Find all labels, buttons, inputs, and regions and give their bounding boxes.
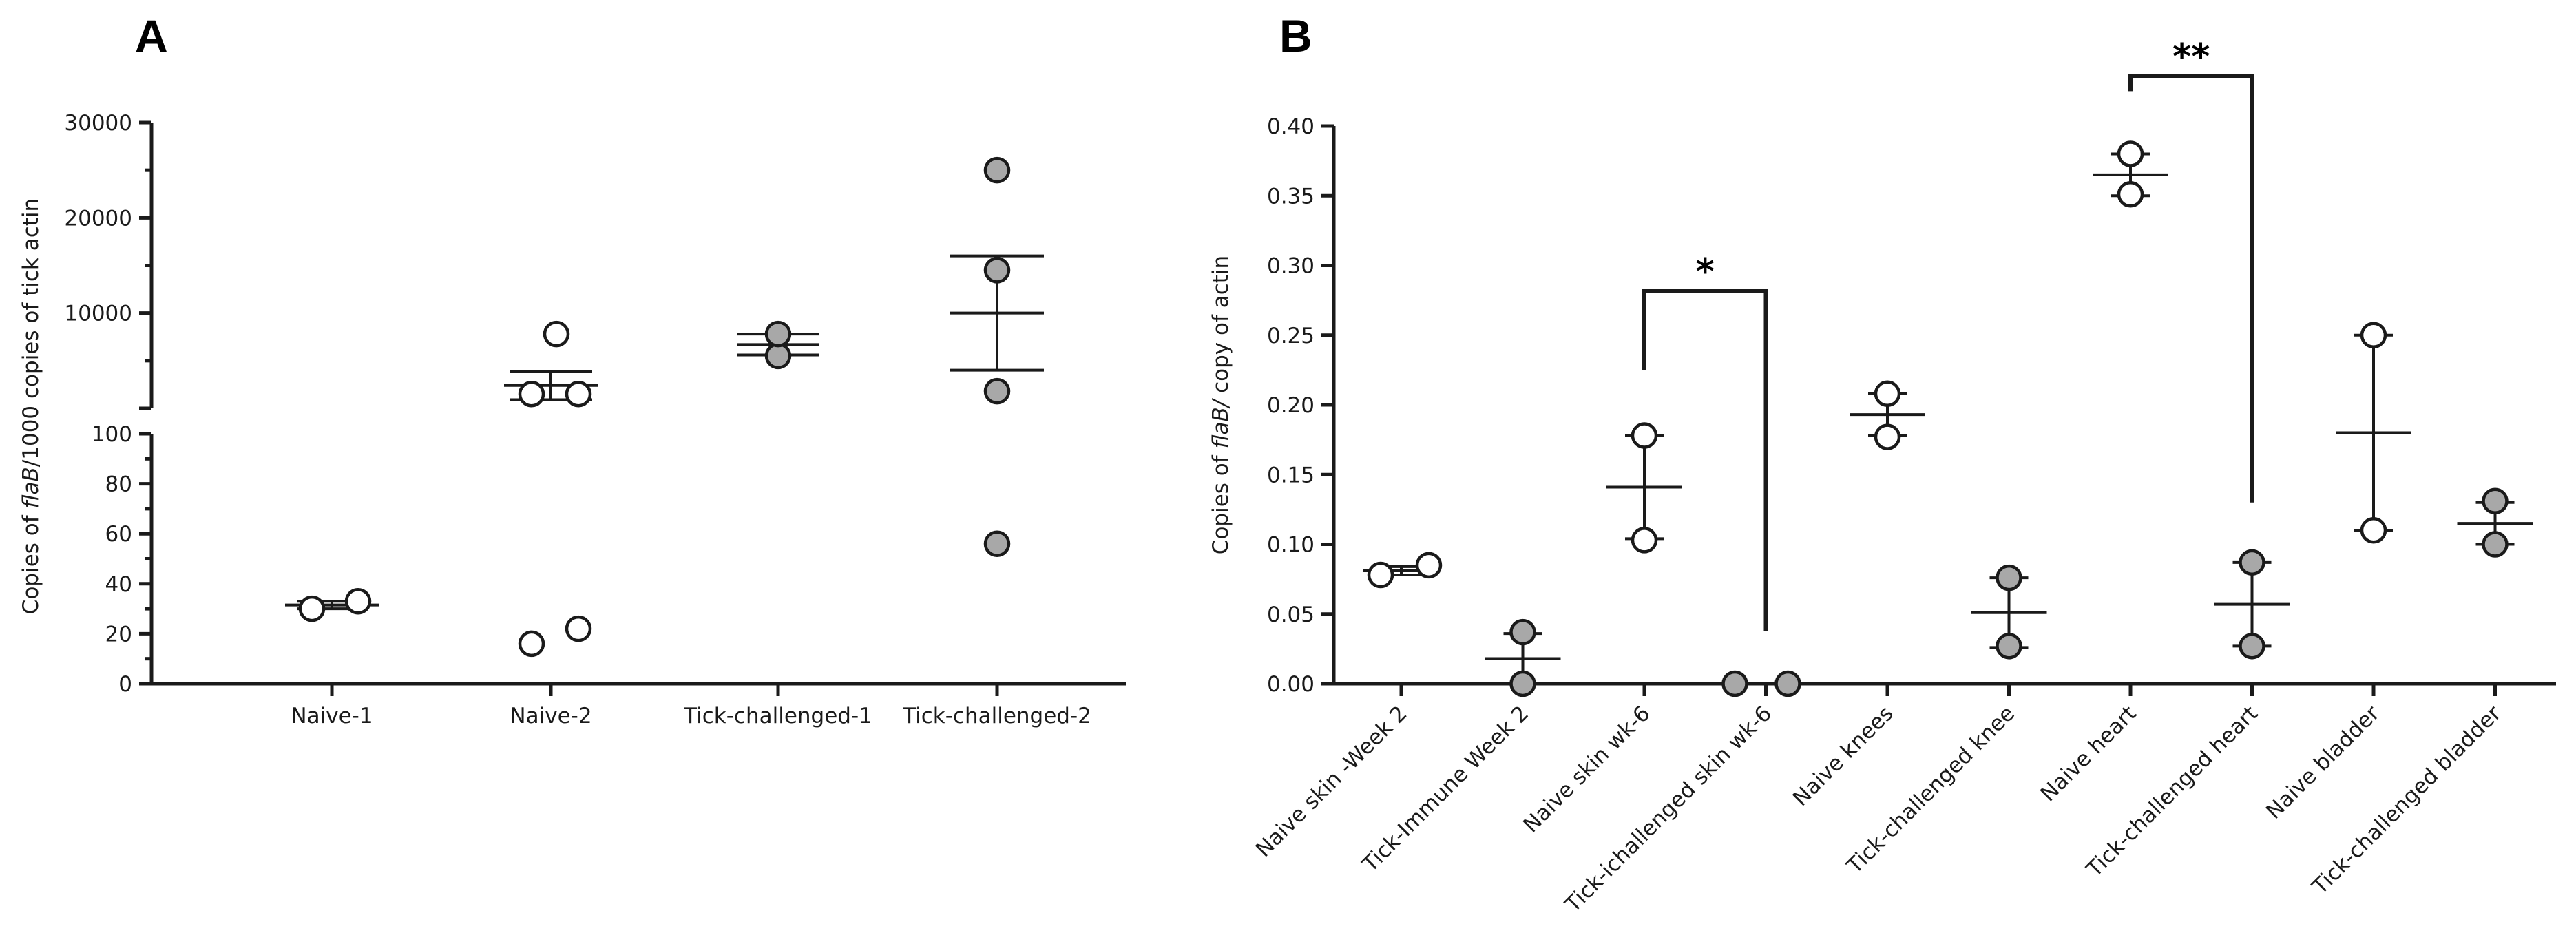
y-tick-label: 0.30: [1267, 254, 1315, 279]
y-axis-title-part: Copies of: [1208, 448, 1233, 554]
x-tick-label: Naive-2: [510, 704, 591, 728]
y-axis-title-part: flaB: [19, 467, 43, 508]
naive-heart-point: [2117, 140, 2144, 167]
naive-skin-wk-6-point: [1631, 422, 1658, 449]
x-tick-label: Naive bladder: [2261, 701, 2385, 824]
tick-challenged-heart-point: [2239, 633, 2265, 660]
y-tick-label: 80: [105, 472, 132, 497]
tick-challenged-2-point: [983, 257, 1011, 284]
y-tick-label: 60: [105, 522, 132, 547]
y-axis-title-part: /1000 copies of tick actin: [19, 198, 43, 467]
chart-b: 0.00 0.05 0.10 0.15 0.20 0.25 0.30 0.35 0.40 Naiv…: [1208, 36, 2556, 918]
tick-challenged-bladder-point: [2482, 487, 2509, 514]
tick-ichallenged-skin-wk-6-point: [1774, 670, 1801, 697]
y-tick-label: 0.15: [1267, 463, 1315, 487]
x-tick-label: Naive skin wk-6: [1518, 701, 1655, 837]
tick-ichallenged-skin-wk-6-point: [1721, 670, 1748, 697]
tick-immune-week-2-point: [1509, 670, 1536, 697]
y-tick-label: 20: [105, 622, 132, 647]
significance-label: *: [1696, 251, 1715, 293]
y-tick-label: 0.10: [1267, 533, 1315, 558]
x-tick-label: Tick-challenged-2: [902, 704, 1091, 728]
tick-challenged-1-point: [764, 342, 792, 370]
y-tick-label: 40: [105, 572, 132, 597]
tick-challenged-knee-point: [1996, 633, 2022, 660]
significance-label: **: [2172, 36, 2210, 78]
naive-heart-point: [2117, 180, 2144, 208]
naive-bladder-point: [2360, 322, 2387, 348]
naive-bladder-point: [2360, 517, 2387, 544]
tick-challenged-heart-point: [2239, 549, 2265, 576]
tick-challenged-2-point: [983, 156, 1011, 184]
y-tick-label: 0.40: [1267, 114, 1315, 139]
y-axis-title: Copies of flaB/ copy of actin: [1208, 255, 1233, 554]
naive-knees-point: [1874, 380, 1901, 408]
y-axis-title: Copies of flaB/1000 copies of tick actin: [19, 198, 43, 614]
naive-1-point: [344, 587, 372, 615]
y-tick-label: 0.00: [1267, 672, 1315, 697]
panel-b-label: B: [1279, 10, 1312, 61]
y-tick-label: 0.25: [1267, 324, 1315, 348]
naive-skin-week-2-point: [1367, 561, 1394, 589]
naive-2-point: [518, 630, 545, 658]
tick-challenged-2-point: [983, 377, 1011, 405]
naive-1-point: [298, 595, 326, 622]
y-tick-label: 10000: [64, 302, 132, 326]
significance-bracket: [1642, 288, 1768, 631]
x-tick-label: Naive knees: [1788, 701, 1898, 811]
x-tick-label: Tick-challenged-1: [683, 704, 872, 728]
tick-challenged-bladder-point: [2482, 531, 2509, 558]
y-tick-label: 30000: [64, 111, 132, 136]
y-tick-label: 0: [118, 672, 132, 697]
y-tick-label: 0.35: [1267, 184, 1315, 209]
y-tick-label: 0.05: [1267, 602, 1315, 627]
naive-2-point: [518, 381, 545, 408]
naive-skin-wk-6-point: [1631, 527, 1658, 554]
tick-challenged-knee-point: [1996, 564, 2022, 591]
naive-2-point: [543, 320, 570, 348]
significance-bracket: [2128, 74, 2254, 503]
naive-2-point: [565, 615, 592, 642]
chart-a: 0 20 40 60 80 100 10000 20000 30000 Naive-1 Naive-…: [19, 111, 1126, 728]
panel-a-label: A: [135, 10, 168, 61]
x-tick-label: Tick-ichallenged skin wk-6: [1560, 701, 1777, 917]
tick-challenged-2-point: [983, 530, 1011, 557]
y-tick-label: 20000: [64, 206, 132, 231]
x-tick-label: Naive heart: [2035, 701, 2141, 806]
naive-knees-point: [1874, 423, 1901, 450]
y-tick-label: 0.20: [1267, 393, 1315, 418]
tick-immune-week-2-point: [1509, 618, 1536, 646]
y-axis-title-part: copy of actin: [1208, 255, 1233, 400]
y-tick-label: 100: [92, 422, 132, 447]
tick-challenged-1-point: [764, 320, 792, 348]
y-axis-title-part: Copies of: [19, 508, 43, 614]
y-axis-title-part: flaB/: [1208, 397, 1233, 448]
naive-skin-week-2-point: [1415, 552, 1443, 579]
naive-2-point: [565, 381, 592, 408]
x-tick-label: Naive-1: [291, 704, 373, 728]
